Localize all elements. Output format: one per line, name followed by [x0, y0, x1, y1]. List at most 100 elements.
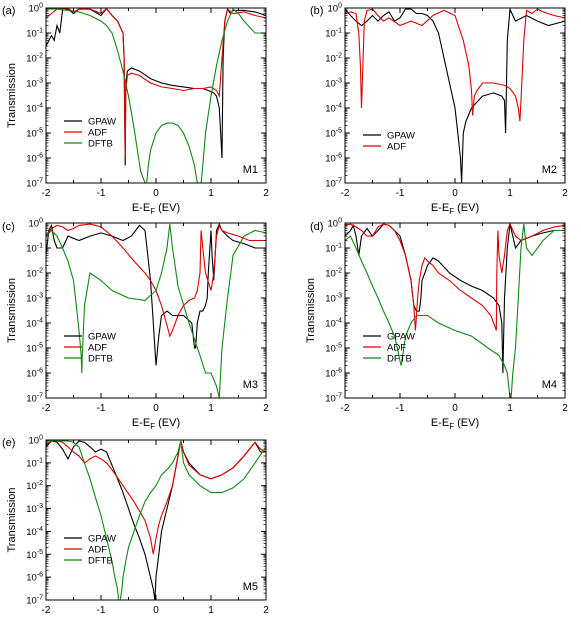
y-tick-label: 10-1 [26, 28, 43, 40]
x-tick-label: -1 [97, 403, 106, 414]
y-tick-label: 100 [328, 3, 343, 15]
x-tick-label: 1 [208, 403, 214, 414]
legend-label-gpaw: GPAW [387, 332, 415, 343]
x-tick-label: 0 [153, 188, 159, 199]
y-tick-label: 100 [29, 3, 44, 15]
y-tick-label: 10-6 [26, 572, 43, 584]
y-tick-label: 10-7 [26, 393, 43, 405]
x-tick-label: 0 [153, 605, 159, 616]
legend-label-dftb: DFTB [88, 139, 113, 150]
plot-frame [344, 7, 566, 184]
molecule-label: M4 [542, 379, 557, 391]
x-tick-label: -1 [396, 188, 405, 199]
y-tick-label: 10-5 [26, 128, 43, 140]
x-tick-label: 2 [562, 188, 568, 199]
x-tick-label: 2 [562, 403, 568, 414]
x-tick-label: -2 [341, 188, 350, 199]
legend-label-adf: ADF [387, 343, 406, 354]
y-tick-label: 10-4 [26, 318, 43, 330]
plot-frame [45, 222, 267, 399]
x-tick-label: 1 [507, 188, 513, 199]
panel-label: (e) [2, 437, 15, 449]
legend-label-gpaw: GPAW [387, 131, 415, 142]
y-tick-label: 10-5 [26, 343, 43, 355]
x-tick-label: -1 [97, 605, 106, 616]
series-line-adf [46, 8, 266, 159]
series-line-adf [345, 8, 565, 122]
y-tick-label: 10-3 [26, 503, 43, 515]
series-line-dftb [46, 440, 266, 600]
x-tick-label: -2 [341, 403, 350, 414]
x-tick-label: -2 [42, 403, 51, 414]
molecule-label: M2 [542, 164, 557, 176]
legend-label-adf: ADF [88, 128, 107, 139]
y-tick-label: 10-2 [26, 53, 43, 65]
y-axis-label: Transmission [6, 278, 18, 343]
chart-panel-4: -2 -1 0 1 2 10-7 10-6 10-5 10-4 10-3 10-2 10-1 100 E-… [305, 218, 568, 432]
chart-panel-2: -2 -1 0 1 2 10-7 10-6 10-5 10-4 10-3 10-2 10-1 100 E-… [310, 3, 568, 217]
y-tick-label: 10-5 [26, 549, 43, 561]
y-tick-label: 10-7 [325, 178, 342, 190]
x-tick-label: -1 [396, 403, 405, 414]
x-axis-label: E-EF (EV) [431, 202, 479, 216]
molecule-label: M1 [243, 164, 258, 176]
panel-label: (d) [310, 221, 323, 233]
y-axis-label: Transmission [6, 63, 18, 128]
x-tick-label: 1 [507, 403, 513, 414]
y-axis-label: Transmission [305, 278, 317, 343]
y-tick-label: 100 [29, 218, 44, 230]
legend-label-adf: ADF [387, 142, 406, 153]
x-tick-label: 2 [263, 605, 269, 616]
x-tick-label: 2 [263, 403, 269, 414]
series-line-gpaw [46, 440, 266, 600]
y-tick-label: 10-6 [26, 153, 43, 165]
y-tick-label: 10-7 [325, 393, 342, 405]
x-axis-label: E-EF (EV) [132, 202, 180, 216]
y-tick-label: 10-4 [26, 103, 43, 115]
x-tick-label: 1 [208, 188, 214, 199]
series-line-dftb [345, 224, 565, 398]
y-tick-label: 10-4 [325, 103, 342, 115]
plot-frame [344, 222, 566, 399]
y-tick-label: 10-1 [325, 243, 342, 255]
y-tick-label: 10-5 [325, 128, 342, 140]
y-tick-label: 10-7 [26, 595, 43, 607]
legend-label-dftb: DFTB [387, 354, 412, 365]
chart-panel-3: -2 -1 0 1 2 10-7 10-6 10-5 10-4 10-3 10-2 10-1 100 E-… [2, 218, 269, 432]
x-tick-label: 0 [452, 403, 458, 414]
y-tick-label: 10-6 [325, 368, 342, 380]
x-tick-label: 2 [263, 188, 269, 199]
y-tick-label: 100 [29, 435, 44, 447]
series-line-dftb [46, 224, 266, 398]
legend-label-dftb: DFTB [88, 354, 113, 365]
y-tick-label: 10-7 [26, 178, 43, 190]
y-tick-label: 10-2 [325, 268, 342, 280]
panel-label: (c) [2, 221, 15, 233]
series-line-adf [46, 223, 266, 338]
y-axis-label: Transmission [6, 488, 18, 553]
legend-label-dftb: DFTB [88, 556, 113, 567]
y-tick-label: 10-1 [26, 243, 43, 255]
chart-panel-5: -2-101210-710-610-510-410-310-210-1100E-… [2, 435, 269, 621]
y-tick-label: 10-3 [26, 293, 43, 305]
panel-label: (b) [310, 5, 323, 17]
legend-label-gpaw: GPAW [88, 117, 116, 128]
y-tick-label: 10-3 [325, 78, 342, 90]
x-tick-label: 1 [208, 605, 214, 616]
y-tick-label: 10-3 [325, 293, 342, 305]
molecule-label: M3 [243, 379, 258, 391]
x-tick-label: 0 [452, 188, 458, 199]
plot-frame [45, 7, 267, 184]
chart-panel-1: -2 -1 0 1 2 10-7 10-6 10-5 10-4 10-3 10-2 10-1 100 E-… [2, 3, 269, 217]
molecule-label: M5 [243, 581, 258, 593]
y-tick-label: 10-5 [325, 343, 342, 355]
x-axis-label: E-EF (EV) [431, 417, 479, 431]
y-tick-label: 10-2 [26, 268, 43, 280]
x-tick-label: -2 [42, 188, 51, 199]
x-tick-label: 0 [153, 403, 159, 414]
y-tick-label: 10-4 [325, 318, 342, 330]
y-tick-label: 10-2 [325, 53, 342, 65]
legend-label-gpaw: GPAW [88, 332, 116, 343]
